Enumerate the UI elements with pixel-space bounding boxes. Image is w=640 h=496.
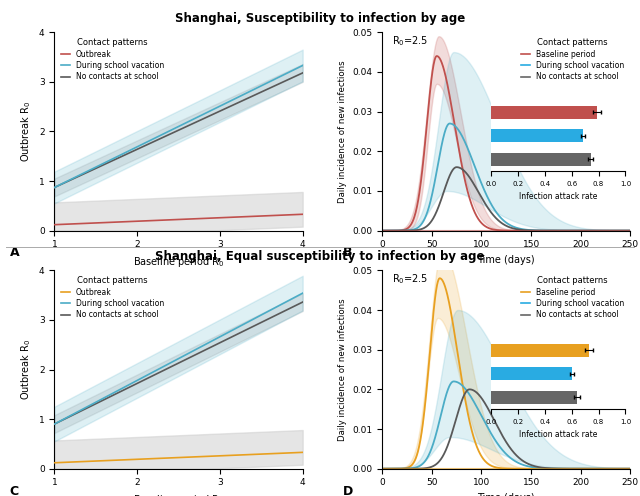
Legend: Outbreak, During school vacation, No contacts at school: Outbreak, During school vacation, No con…	[58, 274, 166, 321]
X-axis label: Baseline period R$_0$: Baseline period R$_0$	[133, 255, 224, 269]
Legend: Outbreak, During school vacation, No contacts at school: Outbreak, During school vacation, No con…	[58, 36, 166, 83]
Text: Shanghai, Susceptibility to infection by age: Shanghai, Susceptibility to infection by…	[175, 12, 465, 25]
Y-axis label: Daily incidence of new infections: Daily incidence of new infections	[338, 60, 347, 203]
Legend: Baseline period, During school vacation, No contacts at school: Baseline period, During school vacation,…	[518, 274, 627, 321]
Text: C: C	[10, 485, 19, 496]
Text: B: B	[342, 247, 352, 259]
Y-axis label: Outbreak R$_0$: Outbreak R$_0$	[20, 339, 33, 400]
Y-axis label: Daily incidence of new infections: Daily incidence of new infections	[338, 298, 347, 441]
X-axis label: Time (days): Time (days)	[477, 255, 535, 265]
Text: R$_0$=2.5: R$_0$=2.5	[392, 34, 428, 48]
Legend: Baseline period, During school vacation, No contacts at school: Baseline period, During school vacation,…	[518, 36, 627, 83]
Text: Shanghai, Equal susceptibility to infection by age: Shanghai, Equal susceptibility to infect…	[156, 250, 484, 263]
X-axis label: Time (days): Time (days)	[477, 493, 535, 496]
Y-axis label: Outbreak R$_0$: Outbreak R$_0$	[20, 101, 33, 162]
Text: D: D	[342, 485, 353, 496]
Text: R$_0$=2.5: R$_0$=2.5	[392, 272, 428, 286]
Text: A: A	[10, 247, 19, 259]
X-axis label: Baseline period R$_0$: Baseline period R$_0$	[133, 493, 224, 496]
